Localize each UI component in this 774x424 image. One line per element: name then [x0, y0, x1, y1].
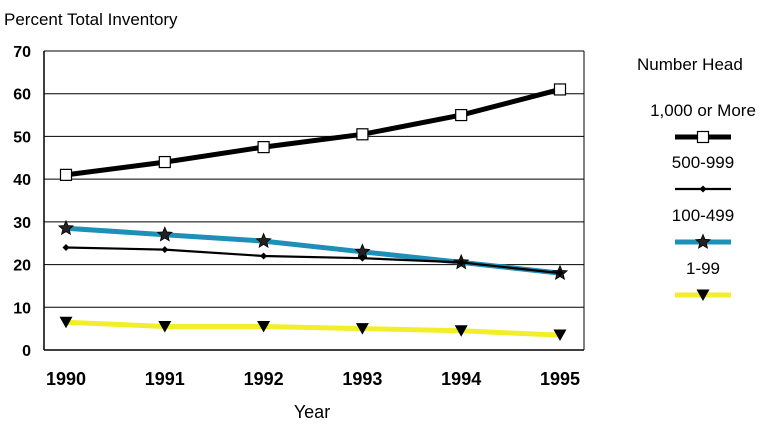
y-tick-label: 60 [13, 87, 31, 104]
data-point [57, 219, 75, 236]
data-point [62, 243, 70, 251]
x-tick-label: 1994 [441, 369, 481, 389]
x-tick-label: 1993 [342, 369, 382, 389]
x-tick-label: 1995 [540, 369, 580, 389]
y-axis-label: Percent Total Inventory [4, 10, 178, 29]
data-point [255, 232, 272, 248]
x-tick-labels: 1990 1991 1992 1993 1994 1995 [46, 369, 580, 389]
data-point [553, 83, 567, 96]
series-group [57, 83, 569, 342]
series-line [65, 86, 561, 178]
data-point [257, 141, 270, 154]
legend-label: 1-99 [686, 259, 720, 278]
x-tick-label: 1991 [145, 369, 185, 389]
data-point [696, 289, 710, 301]
data-point [553, 329, 567, 342]
data-point [455, 108, 468, 122]
y-tick-label: 0 [22, 343, 31, 360]
y-tick-label: 20 [13, 258, 31, 275]
data-point [696, 130, 710, 144]
data-point [257, 321, 271, 333]
data-point [556, 269, 564, 277]
data-point [454, 325, 468, 337]
legend-label: 100-499 [672, 206, 734, 225]
y-tick-label: 10 [13, 300, 31, 317]
y-tick-label: 30 [13, 215, 31, 232]
series-1 [62, 243, 564, 277]
data-point [694, 233, 712, 249]
legend: 1,000 or More 500-999 100-499 1-99 [650, 101, 756, 301]
y-tick-labels: 0 10 20 30 40 50 60 70 [13, 44, 31, 360]
data-point [59, 316, 73, 329]
legend-title: Number Head [637, 55, 743, 74]
data-point [358, 254, 366, 262]
data-point [156, 226, 173, 242]
legend-label: 1,000 or More [650, 101, 756, 120]
series-3 [59, 316, 567, 342]
data-point [158, 321, 172, 333]
series-line [65, 246, 561, 275]
gridlines [43, 50, 585, 351]
legend-label: 500-999 [672, 153, 734, 172]
data-point [260, 252, 268, 260]
series-line [65, 225, 561, 276]
data-point [699, 185, 707, 193]
data-point [356, 128, 369, 141]
x-axis-label: Year [294, 402, 330, 422]
y-tick-label: 70 [13, 44, 31, 61]
x-tick-label: 1992 [244, 369, 284, 389]
x-tick-label: 1990 [46, 369, 86, 389]
data-point [59, 168, 73, 181]
series-line [65, 319, 561, 338]
y-tick-label: 40 [13, 172, 31, 189]
data-point [457, 258, 465, 266]
data-point [355, 323, 369, 335]
series-0 [59, 83, 567, 181]
data-point [158, 155, 171, 169]
y-tick-label: 50 [13, 129, 31, 146]
data-point [161, 246, 169, 254]
